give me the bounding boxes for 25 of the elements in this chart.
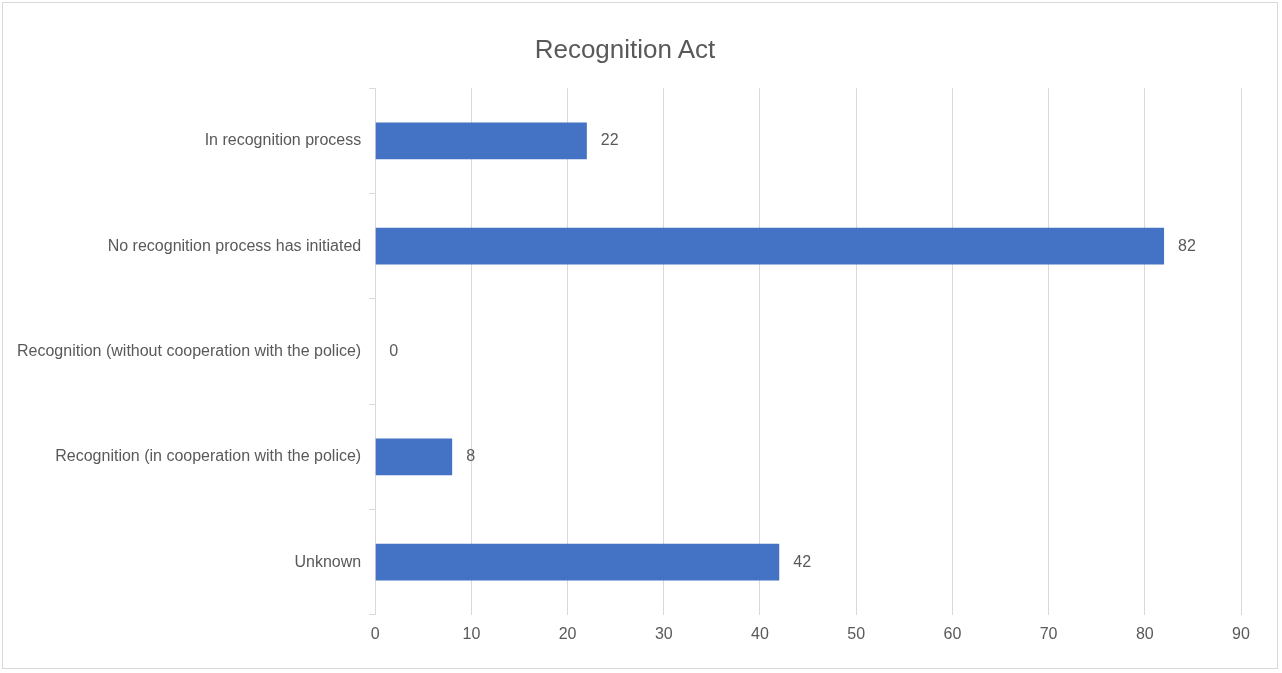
x-tick-label: 30 xyxy=(654,624,673,642)
x-tick-label: 50 xyxy=(847,624,866,642)
y-tick-label: Recognition (without cooperation with the police) xyxy=(16,341,362,359)
x-tick-label: 80 xyxy=(1135,624,1154,642)
x-tick-label: 40 xyxy=(751,624,769,642)
x-tick-label: 90 xyxy=(1232,624,1250,642)
bar xyxy=(375,227,1165,265)
y-tick-label: Unknown xyxy=(294,552,362,570)
x-tick-label: 60 xyxy=(943,624,962,642)
bar xyxy=(375,543,780,581)
x-tick-label: 70 xyxy=(1039,624,1058,642)
x-tick-label: 20 xyxy=(558,624,577,642)
y-tick-label: No recognition process has initiated xyxy=(107,236,362,254)
y-tick-label: In recognition process xyxy=(204,131,362,149)
data-label: 0 xyxy=(389,341,399,359)
data-label: 8 xyxy=(466,447,476,465)
y-tick-label: Recognition (in cooperation with the police) xyxy=(55,447,362,465)
chart-title: Recognition Act xyxy=(534,33,717,64)
x-tick-label: 10 xyxy=(462,624,481,642)
data-label: 42 xyxy=(793,552,812,570)
bar xyxy=(375,122,587,160)
data-label: 82 xyxy=(1178,236,1196,254)
bar xyxy=(375,438,453,476)
x-tick-label: 0 xyxy=(370,624,380,642)
data-label: 22 xyxy=(600,131,619,149)
